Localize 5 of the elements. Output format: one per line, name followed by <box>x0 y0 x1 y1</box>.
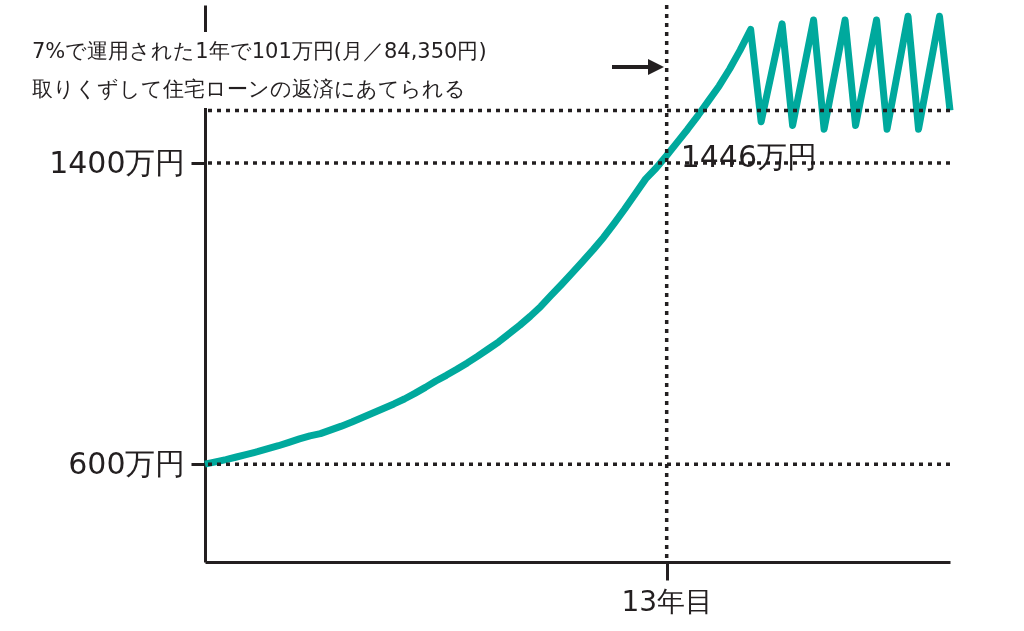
y-tick-label: 1400万円 <box>49 144 186 180</box>
annotation: 1446万円 <box>680 138 818 174</box>
annotation: 7%で運用された1年で101万円(月／84,350円) 取りくずして住宅ローンの返済にあてられる <box>32 32 487 108</box>
x-tick-label: 13年目 <box>621 584 714 618</box>
y-tick-label: 600万円 <box>68 445 186 481</box>
